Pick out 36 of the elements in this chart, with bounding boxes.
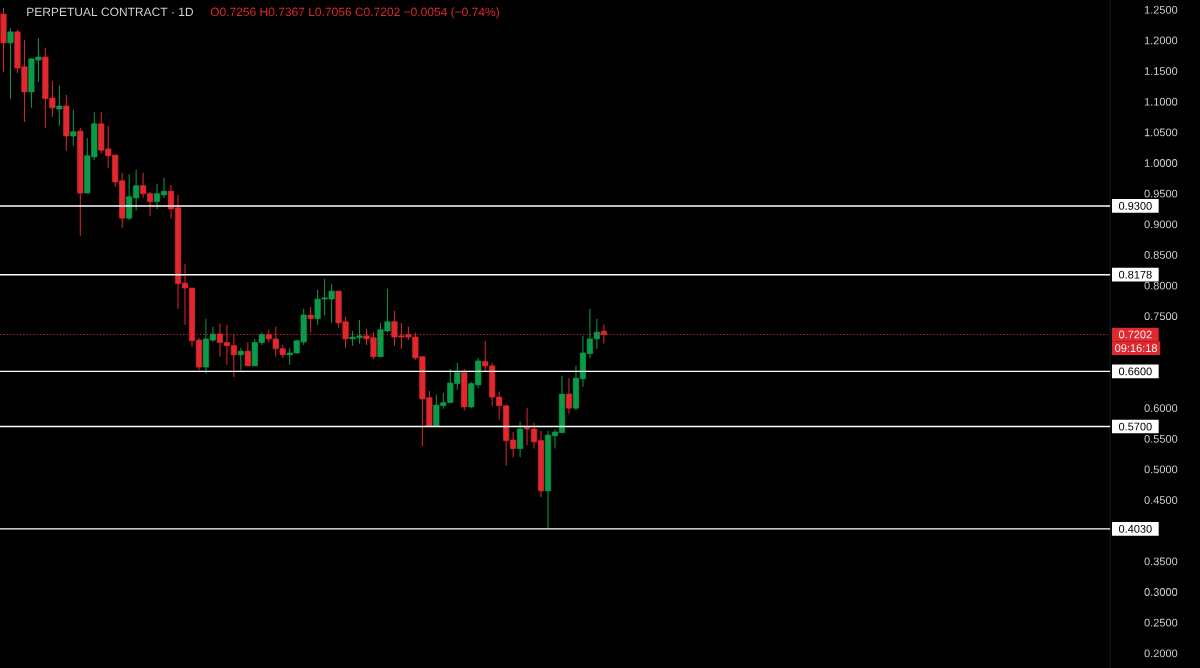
y-tick-label: 0.6000	[1144, 404, 1178, 413]
y-tick-label: 0.3500	[1144, 557, 1178, 566]
text: O0.7256 H0.7367 L0.7056 C0.7202 −0.0054 (−0.74%)	[210, 7, 499, 19]
y-tick-label: 0.8000	[1144, 281, 1178, 290]
y-tick-label: 0.2500	[1144, 618, 1178, 627]
y-tick-label: 0.9000	[1144, 220, 1178, 229]
y-tick-label: 0.8500	[1144, 251, 1178, 259]
y-tick-label: 0.5000	[1144, 465, 1178, 474]
candlestick	[56, 85, 63, 127]
text: 09:16:18	[1115, 344, 1158, 353]
y-tick-label: 1.1000	[1144, 97, 1178, 106]
y-tick-label: 0.7500	[1144, 312, 1178, 321]
y-tick-label: 0.3000	[1144, 588, 1178, 596]
y-tick-label: 1.0000	[1144, 159, 1178, 167]
y-tick-label: 1.1500	[1144, 67, 1178, 75]
y-tick-label: 0.5500	[1144, 434, 1178, 443]
y-tick-label: 1.2000	[1144, 36, 1178, 45]
y-tick-label: 1.2500	[1144, 5, 1178, 14]
ref-line-label: 0.7202	[1118, 330, 1152, 339]
y-tick-label: 0.9500	[1144, 189, 1178, 198]
ref-line-label: 0.8178	[1118, 270, 1152, 279]
candlestick	[565, 377, 573, 415]
candlestick	[7, 27, 14, 100]
candlestick	[307, 306, 314, 333]
y-tick-label: 0.2000	[1144, 649, 1178, 658]
y-tick-label: 0.4500	[1144, 496, 1178, 504]
candlestick	[237, 347, 244, 371]
ref-line-label: 0.6600	[1118, 367, 1152, 376]
candlestick	[517, 421, 524, 458]
ref-line-label: 0.9300	[1118, 202, 1152, 210]
chart-title: PERPETUAL CONTRACT · 1D	[27, 7, 194, 17]
ref-line-label: 0.5700	[1118, 422, 1152, 431]
candlestick	[244, 342, 251, 367]
y-tick-label: 1.0500	[1144, 128, 1178, 137]
candlestick	[70, 109, 77, 147]
ref-line-label: 0.4030	[1118, 525, 1152, 533]
